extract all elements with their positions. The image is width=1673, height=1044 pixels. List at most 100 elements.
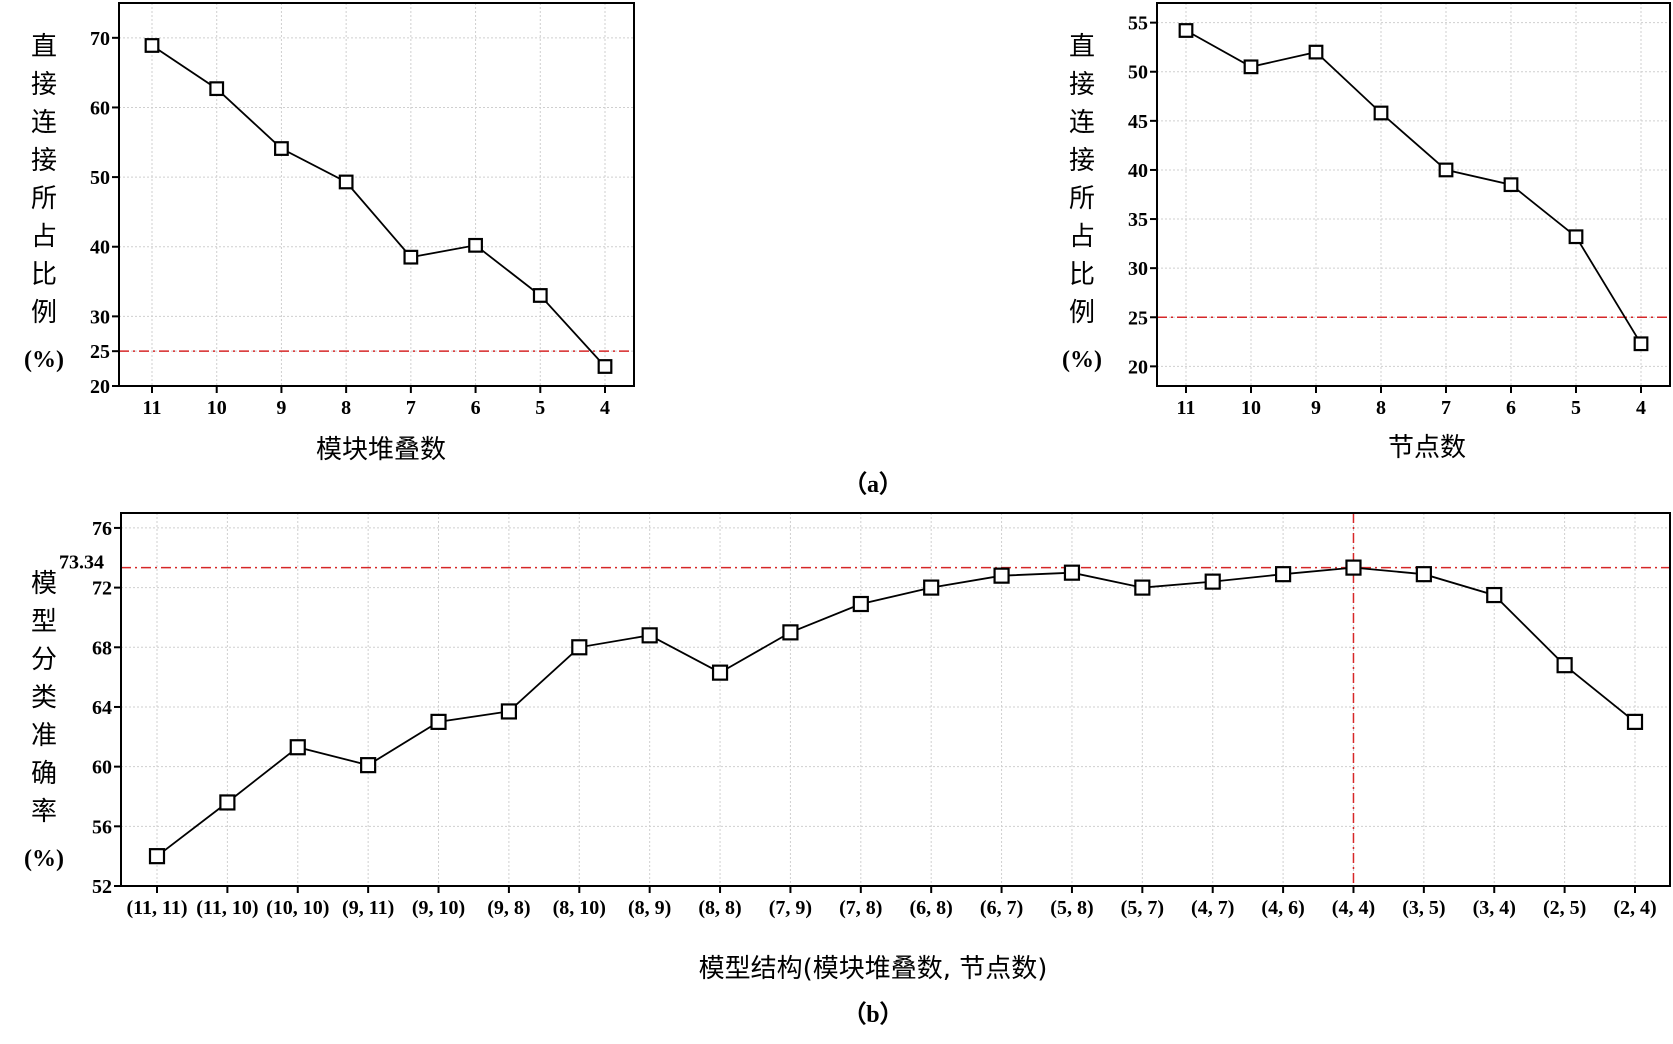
y-axis-label-char: 例 [1069, 298, 1095, 328]
x-tick-label: (6, 8) [910, 897, 953, 919]
x-tick-label: (3, 4) [1473, 897, 1516, 919]
plot-frame [120, 512, 1671, 887]
data-point-marker [430, 713, 447, 730]
x-tick-label: 8 [1376, 397, 1386, 419]
y-axis-label-char: 率 [31, 797, 57, 827]
data-point-marker [1415, 566, 1432, 583]
data-point-marker [1568, 229, 1584, 245]
data-point-marker [1633, 336, 1649, 352]
x-tick-label: 9 [276, 397, 286, 419]
y-axis-label-char: 模 [31, 569, 57, 599]
y-tick-label: 40 [1128, 160, 1148, 182]
plot-frame [118, 2, 635, 387]
data-point-marker [1373, 105, 1389, 121]
x-tick-label: (11, 11) [126, 897, 187, 919]
series-line [156, 566, 1636, 857]
x-tick-label: (7, 9) [769, 897, 812, 919]
x-tick-label: 11 [143, 397, 162, 419]
plot-frame [1156, 2, 1671, 387]
y-tick-label: 60 [92, 757, 112, 779]
x-tick-label: 10 [207, 397, 227, 419]
y-axis-label-char: 类 [31, 683, 57, 713]
x-tick-label: (5, 7) [1121, 897, 1164, 919]
x-tick-label: 4 [600, 397, 610, 419]
x-tick-label: (5, 8) [1050, 897, 1093, 919]
y-axis-label-char: 比 [31, 260, 57, 290]
y-tick-label: 70 [90, 28, 110, 50]
x-tick-label: (2, 4) [1613, 897, 1656, 919]
data-point-marker [571, 639, 588, 656]
data-point-marker [532, 288, 548, 303]
x-tick-label: (9, 8) [487, 897, 530, 919]
y-axis-label-char: 分 [31, 645, 57, 675]
y-tick-label: 25 [90, 341, 110, 363]
panel-label-b: （b） [842, 1001, 903, 1028]
data-point-marker [852, 595, 869, 613]
y-axis-unit: (%) [24, 846, 64, 872]
data-point-marker [1503, 177, 1519, 193]
data-point-marker [1486, 586, 1503, 604]
x-tick-label: 11 [1177, 397, 1196, 419]
y-tick-label: 60 [90, 97, 110, 119]
y-tick-label: 68 [92, 637, 112, 659]
y-tick-label: 64 [92, 697, 112, 719]
x-tick-label: (8, 10) [553, 897, 606, 919]
data-point-marker [923, 579, 940, 596]
y-tick-label: 56 [92, 816, 112, 838]
data-point-marker [1204, 573, 1221, 590]
chart-b-accuracy: (11, 11) (11, 10) (10, 10) (9, 11) (9, 10) (9… [24, 512, 1671, 984]
x-tick-label: (2, 5) [1543, 897, 1586, 919]
data-point-marker [641, 627, 658, 644]
y-axis-label-char: 占 [31, 222, 57, 252]
data-point-marker [360, 757, 377, 774]
x-tick-label: (9, 10) [412, 897, 465, 919]
data-point-marker [219, 794, 236, 811]
x-tick-label: (4, 7) [1191, 897, 1234, 919]
data-point-marker [1308, 44, 1324, 60]
y-axis-unit: (%) [1062, 347, 1102, 373]
x-tick-label: (4, 6) [1261, 897, 1304, 919]
y-axis-label-char: 连 [1069, 108, 1095, 138]
x-tick-label: 4 [1636, 397, 1646, 419]
y-axis-label-char: 所 [31, 184, 57, 214]
y-axis-label-char: 接 [1069, 70, 1095, 100]
data-point-marker [500, 703, 518, 720]
y-tick-label: 30 [1128, 258, 1148, 280]
data-point-marker [1438, 162, 1454, 178]
y-tick-label: 35 [1128, 209, 1148, 231]
y-axis-label-char: 所 [1069, 184, 1095, 214]
data-point-marker [403, 249, 419, 265]
y-axis-label-char: 确 [31, 759, 57, 789]
x-tick-label: (6, 7) [980, 897, 1023, 919]
x-axis-label: 模型结构(模块堆叠数, 节点数) [699, 954, 1048, 984]
y-axis-label-char: 型 [31, 607, 57, 637]
x-tick-label: 6 [471, 397, 481, 419]
x-tick-label: (10, 10) [266, 897, 329, 919]
data-point-marker [1345, 559, 1362, 576]
y-tick-label: 76 [92, 518, 112, 540]
y-tick-label: 72 [92, 578, 112, 600]
x-tick-label: 10 [1241, 397, 1261, 419]
y-tick-label: 25 [1128, 307, 1148, 329]
y-tick-label: 40 [90, 237, 110, 259]
y-tick-label: 20 [90, 376, 110, 398]
x-tick-label: 9 [1311, 397, 1321, 419]
x-tick-label: (7, 8) [839, 897, 882, 919]
x-axis-label: 模块堆叠数 [316, 435, 446, 465]
series-line [151, 44, 606, 368]
x-tick-label: 5 [1571, 397, 1581, 419]
data-point-marker [274, 141, 289, 156]
data-point-marker [148, 848, 166, 865]
data-point-marker [1063, 564, 1081, 581]
x-tick-label: (3, 5) [1402, 897, 1445, 919]
data-point-marker [597, 359, 613, 374]
data-point-marker [1274, 566, 1292, 583]
data-point-marker [338, 174, 354, 190]
y-axis-label-char: 比 [1069, 260, 1095, 290]
x-tick-label: 5 [535, 397, 545, 419]
